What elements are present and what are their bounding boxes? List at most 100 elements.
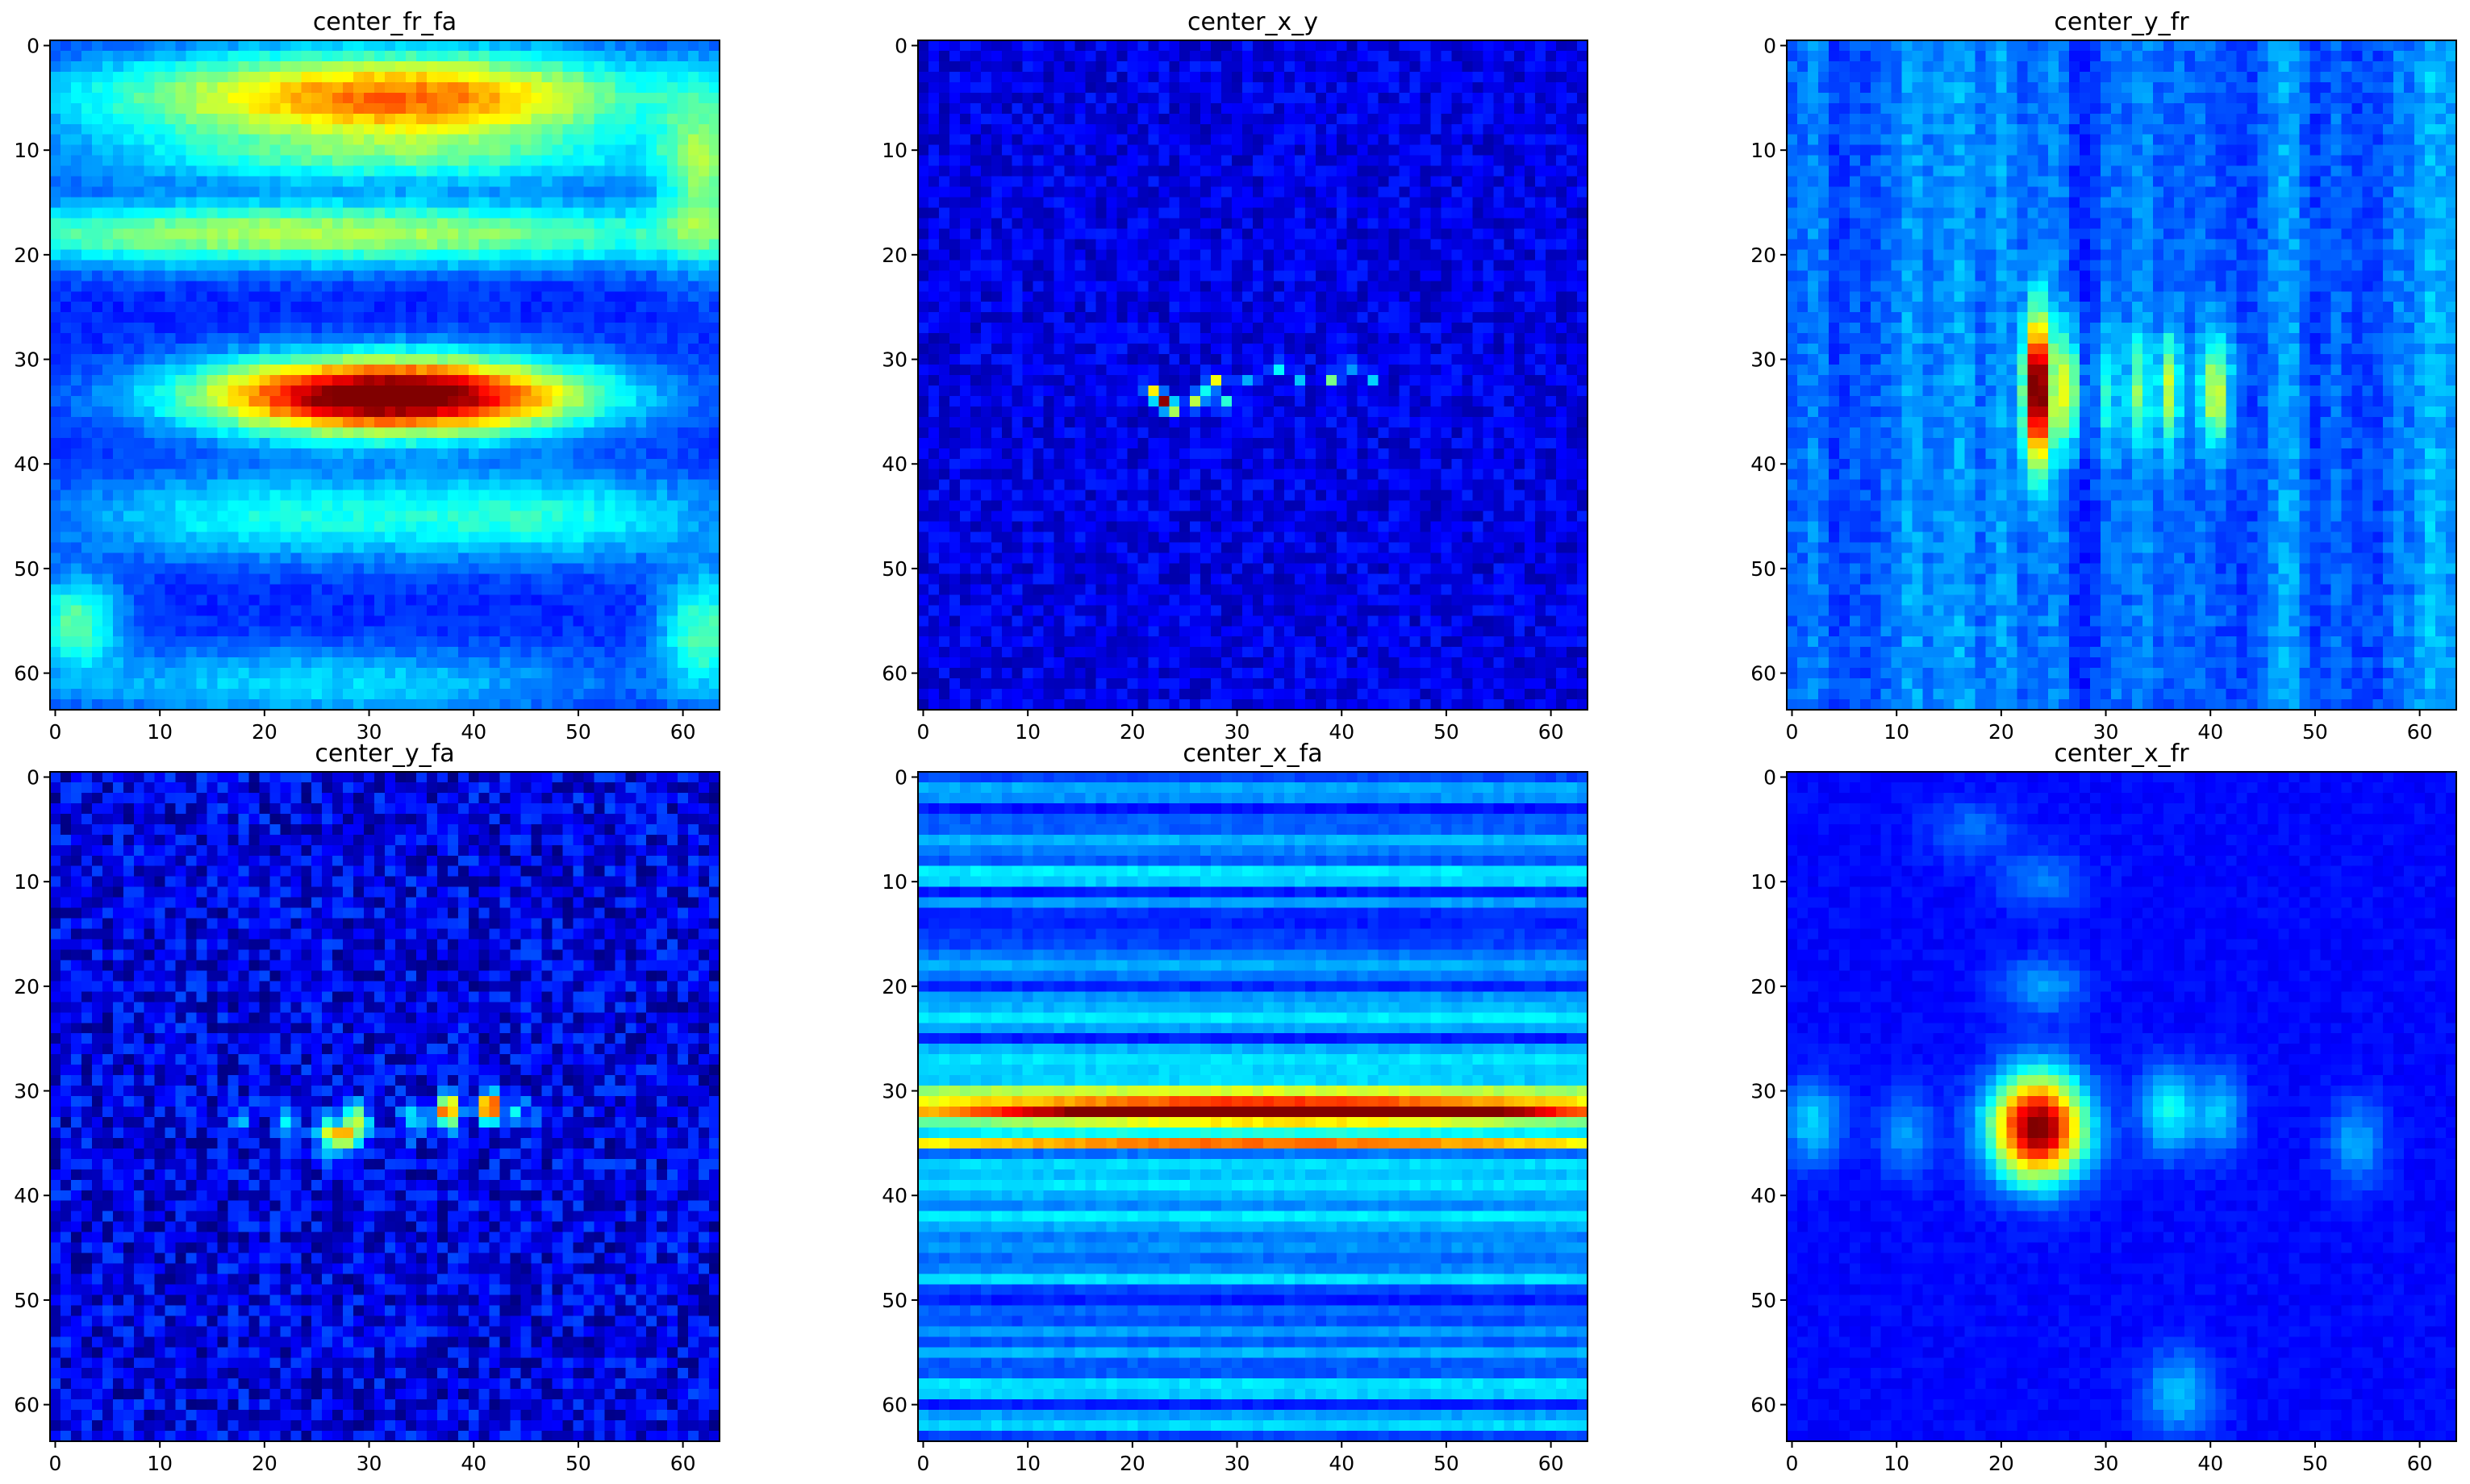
- heatmap-cell: [636, 395, 647, 407]
- heatmap-cell: [552, 270, 563, 281]
- heatmap-cell: [301, 636, 312, 648]
- heatmap-cell: [207, 605, 218, 616]
- heatmap-cell: [343, 406, 354, 418]
- heatmap-cell: [510, 427, 521, 439]
- heatmap-cell: [531, 134, 542, 146]
- heatmap-cell: [81, 81, 93, 94]
- heatmap-cell: [207, 134, 218, 146]
- heatmap-cell: [699, 176, 710, 187]
- heatmap-cell: [489, 647, 501, 658]
- heatmap-cell: [154, 605, 166, 616]
- heatmap-cell: [457, 218, 469, 229]
- heatmap-cell: [604, 689, 615, 700]
- heatmap-cell: [604, 636, 615, 648]
- heatmap-cell: [1525, 102, 1536, 115]
- heatmap-cell: [415, 102, 428, 115]
- heatmap-cell: [196, 375, 207, 386]
- heatmap-cell: [478, 542, 490, 553]
- heatmap-cell: [436, 218, 449, 229]
- heatmap-cell: [353, 134, 365, 146]
- heatmap-cell: [510, 333, 521, 344]
- heatmap-cell: [510, 615, 521, 627]
- heatmap-cell: [1378, 102, 1389, 115]
- heatmap-cell: [217, 344, 228, 355]
- heatmap-cell: [468, 50, 480, 62]
- heatmap-cell: [248, 395, 260, 407]
- heatmap-cell: [541, 385, 553, 397]
- heatmap-cell: [217, 323, 228, 334]
- heatmap-cell: [60, 81, 72, 94]
- heatmap-cell: [636, 144, 647, 156]
- heatmap-cell: [385, 458, 396, 470]
- heatmap-cell: [709, 60, 720, 73]
- heatmap-cell: [311, 365, 323, 376]
- heatmap-cell: [154, 531, 166, 543]
- heatmap-cell: [1211, 123, 1222, 135]
- heatmap-cell: [426, 165, 438, 177]
- heatmap-cell: [343, 260, 354, 271]
- heatmap-cell: [186, 270, 197, 281]
- heatmap-cell: [478, 615, 490, 627]
- heatmap-cell: [709, 354, 720, 365]
- heatmap-cell: [248, 605, 260, 616]
- heatmap-cell: [123, 490, 135, 502]
- heatmap-cell: [50, 626, 61, 637]
- heatmap-cell: [207, 406, 218, 418]
- heatmap-cell: [60, 521, 72, 532]
- heatmap-cell: [227, 312, 239, 323]
- heatmap-cell: [657, 40, 668, 52]
- heatmap-cell: [353, 165, 365, 177]
- heatmap-cell: [227, 344, 239, 355]
- heatmap-cell: [1158, 102, 1170, 115]
- heatmap-cell: [1054, 165, 1065, 177]
- heatmap-cell: [248, 626, 260, 637]
- heatmap-cell: [112, 500, 124, 511]
- heatmap-cell: [970, 165, 982, 177]
- heatmap-cell: [970, 50, 982, 62]
- heatmap-cell: [91, 448, 103, 460]
- heatmap-cell: [573, 165, 584, 177]
- heatmap-cell: [1054, 71, 1065, 83]
- heatmap-cell: [248, 594, 260, 606]
- heatmap-cell: [301, 573, 312, 585]
- heatmap-cell: [657, 521, 668, 532]
- heatmap-cell: [123, 197, 135, 208]
- heatmap-cell: [1430, 134, 1442, 146]
- heatmap-cell: [112, 354, 124, 365]
- heatmap-cell: [175, 197, 186, 208]
- heatmap-cell: [227, 323, 239, 334]
- heatmap-cell: [615, 228, 626, 240]
- heatmap-cell: [175, 375, 186, 386]
- heatmap-cell: [217, 626, 228, 637]
- heatmap-cell: [457, 668, 469, 679]
- heatmap-cell: [394, 615, 407, 627]
- heatmap-cell: [594, 689, 605, 700]
- heatmap-cell: [405, 186, 417, 198]
- heatmap-cell: [646, 647, 657, 658]
- heatmap-cell: [552, 678, 563, 690]
- heatmap-cell: [301, 344, 312, 355]
- heatmap-cell: [709, 448, 720, 460]
- heatmap-cell: [165, 40, 177, 52]
- heatmap-cell: [1242, 134, 1254, 146]
- heatmap-cell: [405, 239, 417, 250]
- heatmap-cell: [562, 573, 574, 585]
- heatmap-cell: [918, 113, 929, 125]
- heatmap-cell: [510, 354, 521, 365]
- heatmap-cell: [175, 678, 186, 690]
- heatmap-cell: [1514, 92, 1525, 104]
- heatmap-cell: [385, 323, 396, 334]
- heatmap-cell: [385, 636, 396, 648]
- heatmap-cell: [322, 647, 333, 658]
- heatmap-cell: [269, 657, 281, 669]
- heatmap-cell: [531, 365, 542, 376]
- heatmap-cell: [186, 416, 197, 428]
- heatmap-cell: [510, 281, 521, 292]
- heatmap-cell: [510, 228, 521, 240]
- heatmap-cell: [583, 605, 595, 616]
- heatmap-cell: [290, 186, 302, 198]
- heatmap-cell: [531, 207, 542, 219]
- heatmap-cell: [227, 165, 239, 177]
- heatmap-cell: [269, 197, 281, 208]
- heatmap-cell: [175, 81, 186, 94]
